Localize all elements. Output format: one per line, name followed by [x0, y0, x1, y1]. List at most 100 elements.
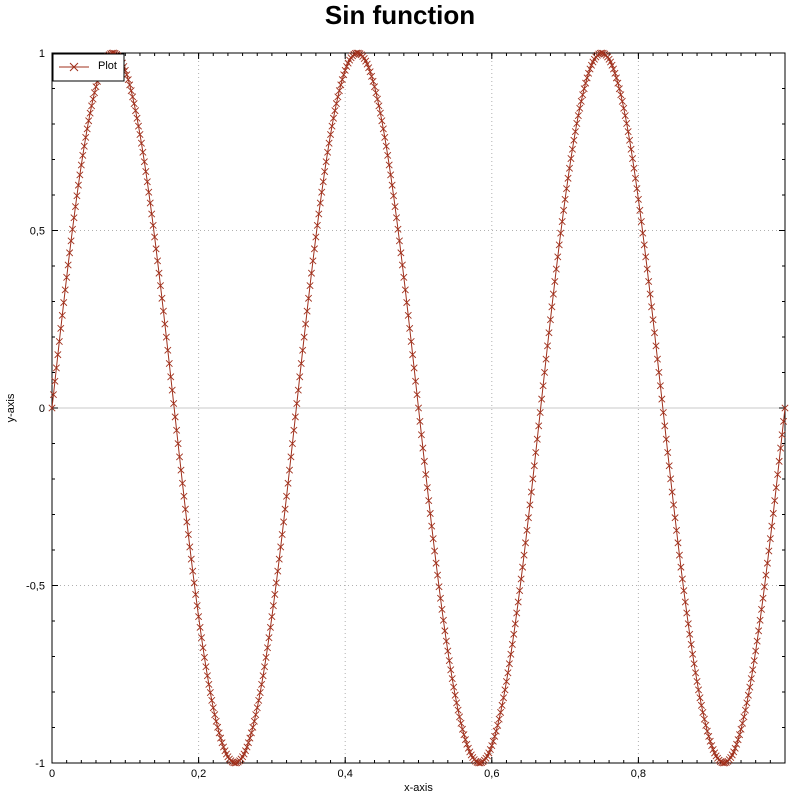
- data-point-marker: [687, 640, 695, 648]
- data-point-marker: [316, 199, 324, 207]
- data-point-marker: [612, 74, 620, 82]
- data-point-marker: [406, 324, 414, 332]
- data-point-marker: [284, 479, 292, 487]
- data-point-marker: [447, 666, 455, 674]
- data-point-marker: [129, 93, 137, 101]
- data-point-marker: [444, 647, 452, 655]
- data-point-marker: [733, 740, 741, 748]
- data-point-marker: [127, 87, 135, 95]
- y-tick-label: 0: [39, 403, 45, 415]
- data-point-marker: [327, 130, 335, 138]
- data-point-marker: [617, 91, 625, 99]
- data-point-marker: [66, 249, 74, 257]
- data-point-marker: [140, 158, 148, 166]
- data-point-marker: [539, 382, 547, 390]
- data-point-marker: [159, 307, 167, 315]
- data-point-marker: [290, 426, 298, 434]
- data-point-marker: [760, 583, 768, 591]
- data-point-marker: [633, 185, 641, 193]
- data-point-marker: [759, 594, 767, 602]
- data-point-marker: [275, 555, 283, 563]
- data-point-marker: [585, 69, 593, 77]
- data-point-marker: [740, 713, 748, 721]
- data-point-marker: [338, 76, 346, 84]
- data-point-marker: [214, 723, 222, 731]
- data-point-marker: [391, 203, 399, 211]
- data-point-marker: [244, 739, 252, 747]
- data-point-marker: [329, 114, 337, 122]
- data-point-marker: [331, 107, 339, 115]
- data-point-marker: [164, 346, 172, 354]
- data-point-marker: [511, 620, 519, 628]
- y-axis-label: y-axis: [5, 393, 17, 422]
- data-point-marker: [136, 130, 144, 138]
- data-point-marker: [171, 413, 179, 421]
- data-point-marker: [451, 691, 459, 699]
- data-point-marker: [328, 122, 336, 130]
- data-point-marker: [491, 732, 499, 740]
- x-tick-label: 0,6: [484, 768, 499, 780]
- data-point-marker: [168, 386, 176, 394]
- data-point-marker: [148, 210, 156, 218]
- data-point-marker: [151, 233, 159, 241]
- data-point-marker: [209, 704, 217, 712]
- data-point-marker: [763, 559, 771, 567]
- data-point-marker: [70, 214, 78, 222]
- chart-title: Sin function: [324, 0, 476, 30]
- data-point-marker: [519, 563, 527, 571]
- data-point-marker: [555, 241, 563, 249]
- data-point-marker: [272, 579, 280, 587]
- data-point-marker: [145, 188, 153, 196]
- data-point-marker: [677, 563, 685, 571]
- data-point-marker: [535, 422, 543, 430]
- data-point-marker: [436, 594, 445, 602]
- data-point-marker: [590, 55, 598, 63]
- data-point-marker: [777, 444, 785, 452]
- data-point-marker: [510, 630, 518, 638]
- data-point-marker: [708, 742, 716, 750]
- data-point-marker: [277, 543, 285, 551]
- y-tick-label: -1: [35, 758, 45, 770]
- data-point-marker: [178, 479, 186, 487]
- data-point-marker: [623, 119, 631, 127]
- data-point-marker: [69, 225, 77, 233]
- data-point-marker: [645, 277, 653, 285]
- data-point-marker: [376, 109, 384, 117]
- data-point-marker: [425, 497, 433, 505]
- data-point-marker: [268, 613, 276, 621]
- data-point-marker: [457, 719, 465, 727]
- data-point-marker: [252, 711, 260, 719]
- data-point-marker: [274, 567, 282, 575]
- data-point-marker: [529, 475, 537, 483]
- data-point-marker: [576, 104, 584, 112]
- data-point-marker: [263, 644, 272, 652]
- data-point-marker: [379, 125, 387, 133]
- data-point-marker: [448, 675, 456, 683]
- data-point-marker: [611, 69, 619, 77]
- data-point-marker: [255, 696, 263, 704]
- data-point-marker: [334, 93, 342, 101]
- data-point-marker: [548, 303, 556, 311]
- data-point-marker: [753, 637, 761, 645]
- data-point-marker: [409, 351, 417, 359]
- data-point-marker: [501, 686, 509, 694]
- data-point-marker: [561, 195, 569, 203]
- data-point-marker: [253, 704, 261, 712]
- data-point-marker: [621, 112, 629, 120]
- data-point-marker: [532, 448, 540, 457]
- data-point-marker: [661, 422, 669, 430]
- data-point-marker: [88, 102, 96, 110]
- data-point-marker: [387, 171, 395, 179]
- data-point-marker: [428, 522, 436, 530]
- data-point-marker: [340, 71, 348, 79]
- data-point-marker: [195, 613, 203, 621]
- data-point-marker: [180, 492, 188, 500]
- data-point-marker: [211, 711, 219, 719]
- data-point-marker: [161, 320, 169, 328]
- data-point-marker: [453, 699, 461, 707]
- data-point-marker: [431, 547, 439, 555]
- data-point-marker: [165, 359, 173, 368]
- data-point-marker: [246, 734, 254, 742]
- data-point-marker: [549, 290, 557, 298]
